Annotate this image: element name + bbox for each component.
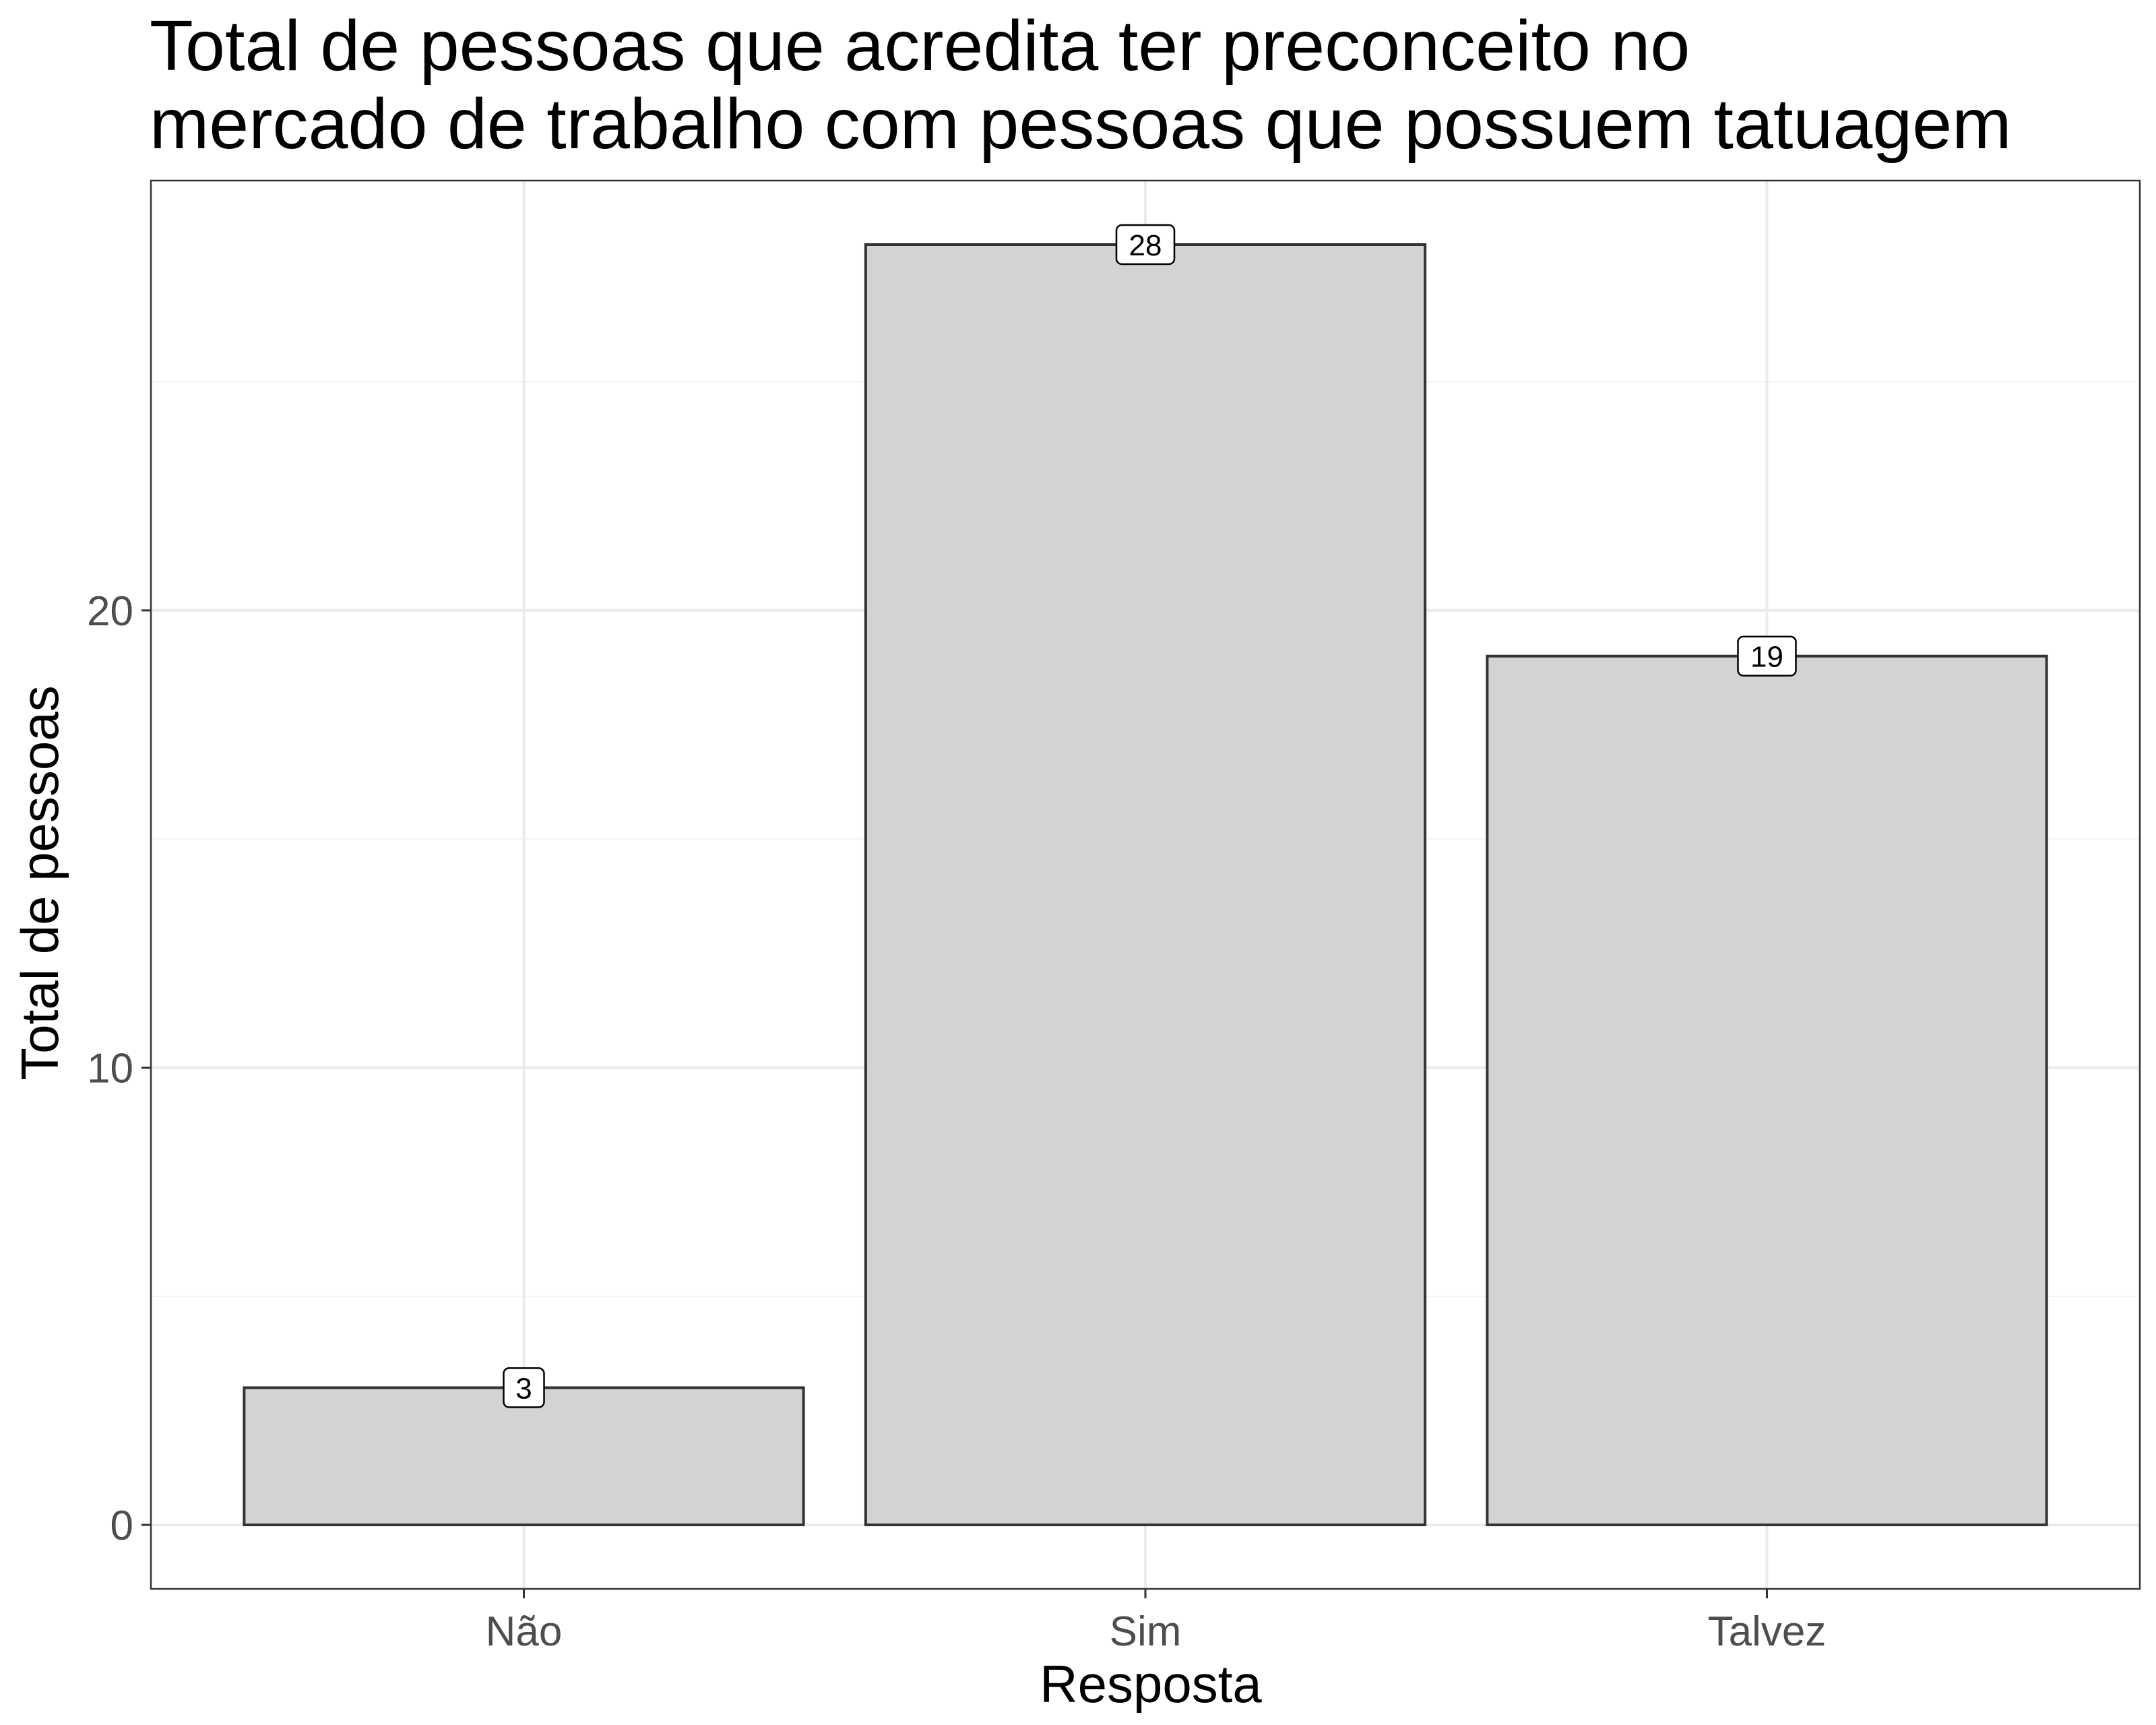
y-axis-title: Total de pessoas [10,685,69,1079]
bar-sim [864,243,1427,1526]
y-tick-label: 10 [87,1045,133,1092]
y-tick-label: 20 [87,588,133,635]
x-tick-label: Não [486,1608,563,1655]
axes: 0 10 20 Não Sim Talvez [87,588,1826,1655]
data-label-box [1737,635,1797,677]
x-axis-title: Resposta [1040,1654,1262,1714]
data-label-box [1115,224,1176,265]
bar-talvez [1486,654,2048,1527]
data-labels: 3 28 19 [503,224,1797,1408]
bars [243,243,2048,1527]
chart-title-line-2: mercado de trabalho com pessoas que poss… [150,84,2012,164]
data-label-box [503,1367,545,1408]
x-tick-label: Talvez [1708,1608,1827,1655]
y-tick-label: 0 [110,1503,133,1549]
data-label: 19 [1750,641,1783,674]
chart-title-line-1: Total de pessoas que acredita ter precon… [150,6,1690,86]
data-label: 28 [1129,229,1162,262]
bar-não [243,1386,805,1526]
data-label: 3 [515,1372,532,1405]
x-tick-label: Sim [1110,1608,1182,1655]
